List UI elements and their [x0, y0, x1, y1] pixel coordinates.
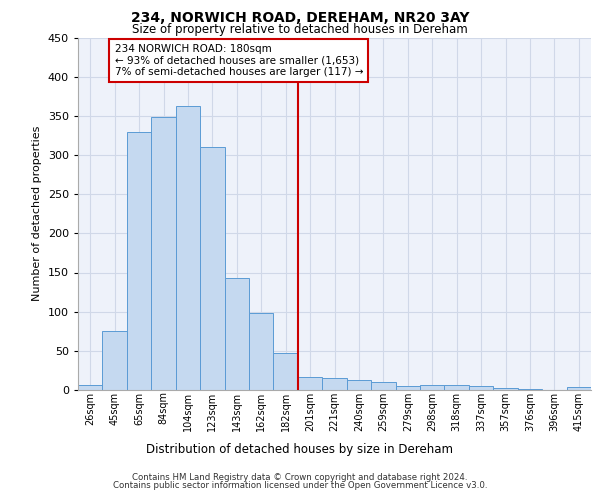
Bar: [274, 353, 298, 390]
Bar: [200, 147, 224, 390]
Bar: [371, 382, 395, 390]
Bar: [518, 389, 542, 390]
Bar: [127, 132, 151, 390]
Text: 234, NORWICH ROAD, DEREHAM, NR20 3AY: 234, NORWICH ROAD, DEREHAM, NR20 3AY: [131, 11, 469, 25]
Bar: [566, 387, 591, 390]
Bar: [298, 376, 322, 390]
Text: Contains public sector information licensed under the Open Government Licence v3: Contains public sector information licen…: [113, 481, 487, 490]
Bar: [420, 384, 445, 390]
Bar: [395, 386, 420, 390]
Text: Size of property relative to detached houses in Dereham: Size of property relative to detached ho…: [132, 22, 468, 36]
Bar: [322, 378, 347, 390]
Bar: [78, 384, 103, 390]
Text: 234 NORWICH ROAD: 180sqm
← 93% of detached houses are smaller (1,653)
7% of semi: 234 NORWICH ROAD: 180sqm ← 93% of detach…: [115, 44, 363, 77]
Text: Distribution of detached houses by size in Dereham: Distribution of detached houses by size …: [146, 442, 454, 456]
Y-axis label: Number of detached properties: Number of detached properties: [32, 126, 42, 302]
Bar: [176, 106, 200, 390]
Bar: [445, 386, 469, 390]
Bar: [151, 118, 176, 390]
Bar: [347, 380, 371, 390]
Bar: [224, 278, 249, 390]
Bar: [469, 386, 493, 390]
Text: Contains HM Land Registry data © Crown copyright and database right 2024.: Contains HM Land Registry data © Crown c…: [132, 472, 468, 482]
Bar: [103, 331, 127, 390]
Bar: [249, 313, 274, 390]
Bar: [493, 388, 518, 390]
